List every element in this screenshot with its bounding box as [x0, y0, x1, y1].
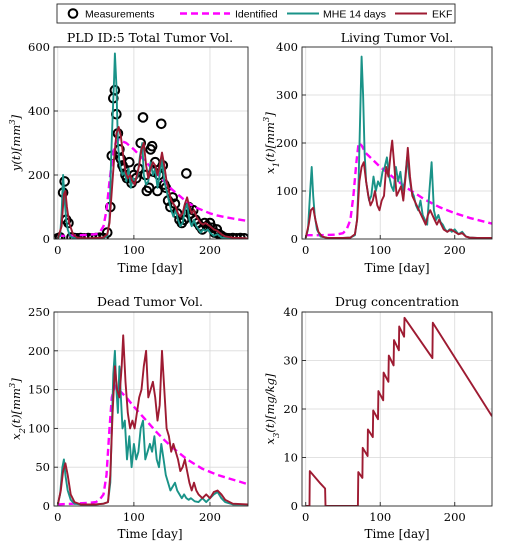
measurement-point	[137, 112, 149, 123]
y-tick-label: 250	[28, 305, 50, 319]
series-line	[305, 141, 492, 237]
series-line	[57, 384, 248, 506]
x-tick-label: 100	[369, 510, 391, 524]
legend-entry-2: Identified	[180, 9, 278, 21]
y-tick-label: 30	[283, 354, 298, 368]
y-tick-label: 0	[43, 499, 50, 513]
y-tick-label: 200	[276, 136, 298, 150]
chart-panel-1: 0 100 200 0 200 400 600 PLD ID:5 Total Tumor Vo…	[8, 30, 249, 275]
chart-title: PLD ID:5 Total Tumor Vol.	[67, 30, 233, 45]
y-tick-label: 150	[28, 383, 50, 397]
y-tick-label: 0	[291, 499, 298, 513]
legend-label: MHE 14 days	[323, 9, 386, 21]
y-tick-label: 200	[28, 344, 50, 358]
y-axis-label: x2(t)[mm3]	[8, 378, 28, 440]
x-axis-label: Time [day]	[117, 527, 182, 541]
y-tick-label: 0	[291, 232, 298, 246]
chart-title: Dead Tumor Vol.	[97, 294, 203, 309]
measurement-point	[181, 168, 192, 179]
y-axis-label: y(t)[mm3]	[8, 114, 23, 172]
chart-title: Drug concentration	[335, 294, 459, 309]
measurement-point	[155, 118, 167, 130]
series-identified	[57, 384, 248, 506]
y-tick-label: 50	[35, 460, 50, 474]
x-axis-label: Time [day]	[117, 261, 182, 275]
x-tick-label: 100	[369, 243, 391, 257]
y-tick-label: 300	[276, 88, 298, 102]
y-tick-label: 400	[276, 40, 298, 54]
series-line	[56, 126, 248, 239]
measurement-point	[109, 84, 121, 96]
series-line	[304, 55, 492, 239]
y-tick-label: 400	[28, 104, 50, 118]
y-axis-label: x3(t)[mg/kg]	[263, 373, 282, 444]
x-tick-label: 0	[302, 510, 309, 524]
measurement-point	[146, 140, 158, 152]
x-tick-label: 200	[199, 243, 221, 257]
legend-label: EKF	[432, 9, 452, 21]
x-tick-label: 200	[444, 510, 466, 524]
chart-title: Living Tumor Vol.	[341, 30, 453, 45]
x-axis-label: Time [day]	[364, 261, 429, 275]
series-line	[304, 139, 492, 239]
legend-box	[56, 3, 456, 24]
y-tick-label: 100	[276, 184, 298, 198]
legend: Measurements Identified MHE 14 days EKF	[56, 3, 456, 24]
chart-panel-4: 0 100 200 0 10 20 30 40 Drug concentration Time […	[263, 294, 493, 541]
x-axis-label: Time [day]	[364, 527, 429, 541]
measurement-point	[59, 176, 70, 187]
series-ekf	[305, 316, 492, 506]
series-line	[56, 334, 248, 506]
y-tick-label: 0	[43, 232, 50, 246]
y-tick-label: 600	[28, 40, 50, 54]
series-ekf	[56, 334, 248, 506]
x-tick-label: 200	[199, 510, 221, 524]
series-identified	[305, 141, 492, 237]
legend-entry-3: MHE 14 days	[287, 9, 386, 21]
x-tick-label: 0	[302, 243, 309, 257]
series-line	[305, 316, 492, 506]
series-ekf	[304, 139, 492, 239]
legend-label: Identified	[235, 9, 278, 21]
legend-marker	[67, 8, 79, 19]
y-tick-label: 200	[28, 168, 50, 182]
legend-entry-1: Measurements	[67, 8, 154, 21]
y-tick-label: 100	[28, 421, 50, 435]
legend-label: Measurements	[85, 9, 154, 21]
axes-frame	[53, 46, 249, 240]
measurement-point	[169, 198, 181, 210]
x-tick-label: 0	[54, 510, 61, 524]
y-axis-label: x1(t)[mm3]	[262, 112, 282, 174]
y-tick-label: 10	[283, 451, 298, 465]
chart-panel-2: 0 100 200 0 100 200 300 400 Living Tumor Vol. Tim…	[262, 30, 493, 275]
series-mhe-14-days	[304, 55, 492, 239]
series-line	[57, 138, 248, 237]
y-tick-label: 20	[283, 402, 298, 416]
x-tick-label: 100	[123, 510, 145, 524]
axes-frame	[53, 311, 249, 507]
y-tick-label: 40	[283, 305, 298, 319]
x-tick-label: 200	[444, 243, 466, 257]
chart-panel-3: 0 100 200 0 50 100 150 200 250 Dead Tumor Vol. Tim…	[8, 294, 249, 541]
series-ekf	[56, 126, 248, 239]
x-tick-label: 0	[54, 243, 61, 257]
legend-entry-4: EKF	[395, 9, 452, 21]
x-tick-label: 100	[123, 243, 145, 257]
series-identified	[57, 138, 248, 237]
